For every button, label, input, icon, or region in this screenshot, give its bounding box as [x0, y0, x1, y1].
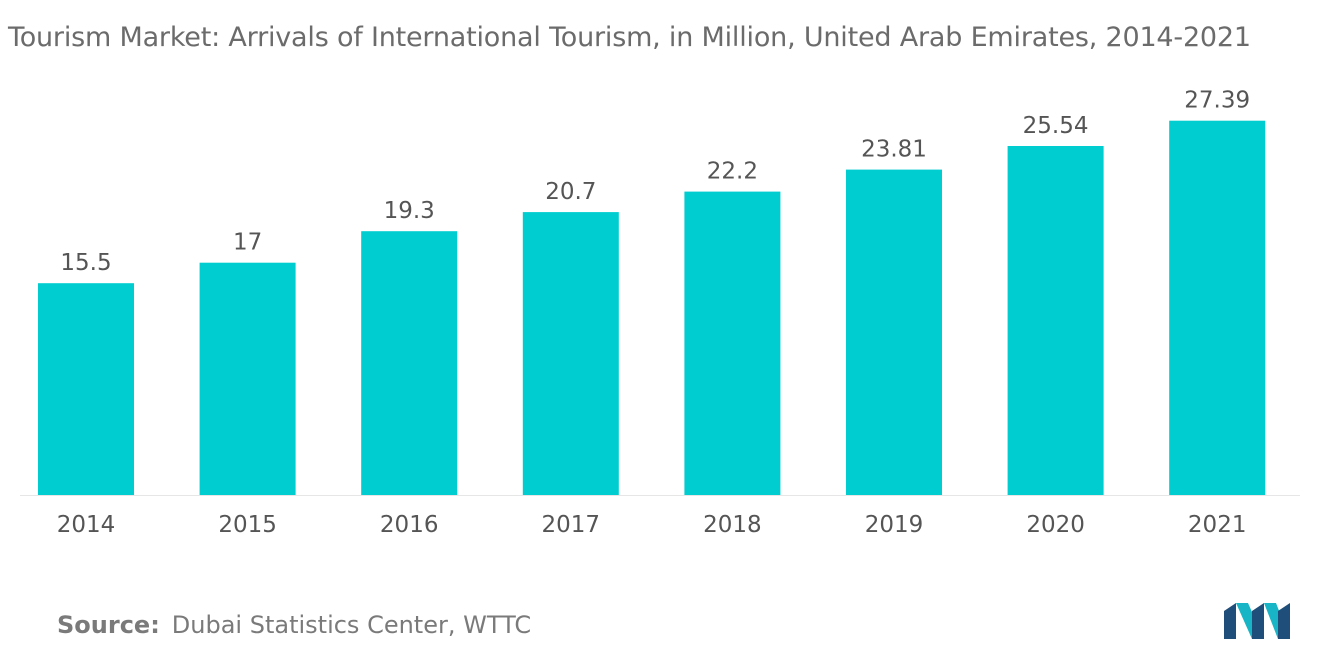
- bar-2015: [199, 262, 296, 495]
- data-label-2019: 23.81: [861, 137, 927, 163]
- x-tick-label-2020: 2020: [1026, 512, 1085, 538]
- data-label-2020: 25.54: [1023, 113, 1089, 139]
- x-tick-label-2014: 2014: [57, 512, 116, 538]
- x-tick-label-2019: 2019: [865, 512, 924, 538]
- data-label-2014: 15.5: [60, 250, 111, 276]
- x-tick-label-2018: 2018: [703, 512, 762, 538]
- bar-2018: [684, 191, 781, 495]
- bar-2014: [38, 283, 134, 495]
- data-label-2016: 19.3: [384, 198, 435, 224]
- x-tick-label-2017: 2017: [542, 512, 601, 538]
- bar-2021: [1169, 120, 1266, 495]
- bar-2016: [361, 231, 458, 495]
- data-label-2015: 17: [233, 230, 262, 256]
- x-tick-label-2015: 2015: [218, 512, 277, 538]
- bar-chart: 15.5 2014 17 2015 19.3 2016 20.7 2017 22.2 2018 23…: [20, 88, 1300, 538]
- x-tick-label-2016: 2016: [380, 512, 439, 538]
- chart-title: Tourism Market: Arrivals of Internationa…: [8, 22, 1251, 53]
- data-label-2018: 22.2: [707, 159, 758, 185]
- data-label-2021: 27.39: [1184, 88, 1250, 114]
- bar-2019: [846, 169, 942, 495]
- source-label: Source:: [57, 611, 160, 639]
- mordor-intelligence-logo-icon: [1224, 603, 1290, 639]
- source-note: Source: Dubai Statistics Center, WTTC: [57, 611, 531, 639]
- data-label-2017: 20.7: [545, 179, 596, 205]
- source-text: Dubai Statistics Center, WTTC: [171, 611, 532, 639]
- bar-2020: [1007, 146, 1104, 495]
- x-tick-label-2021: 2021: [1188, 512, 1247, 538]
- bar-2017: [522, 212, 619, 495]
